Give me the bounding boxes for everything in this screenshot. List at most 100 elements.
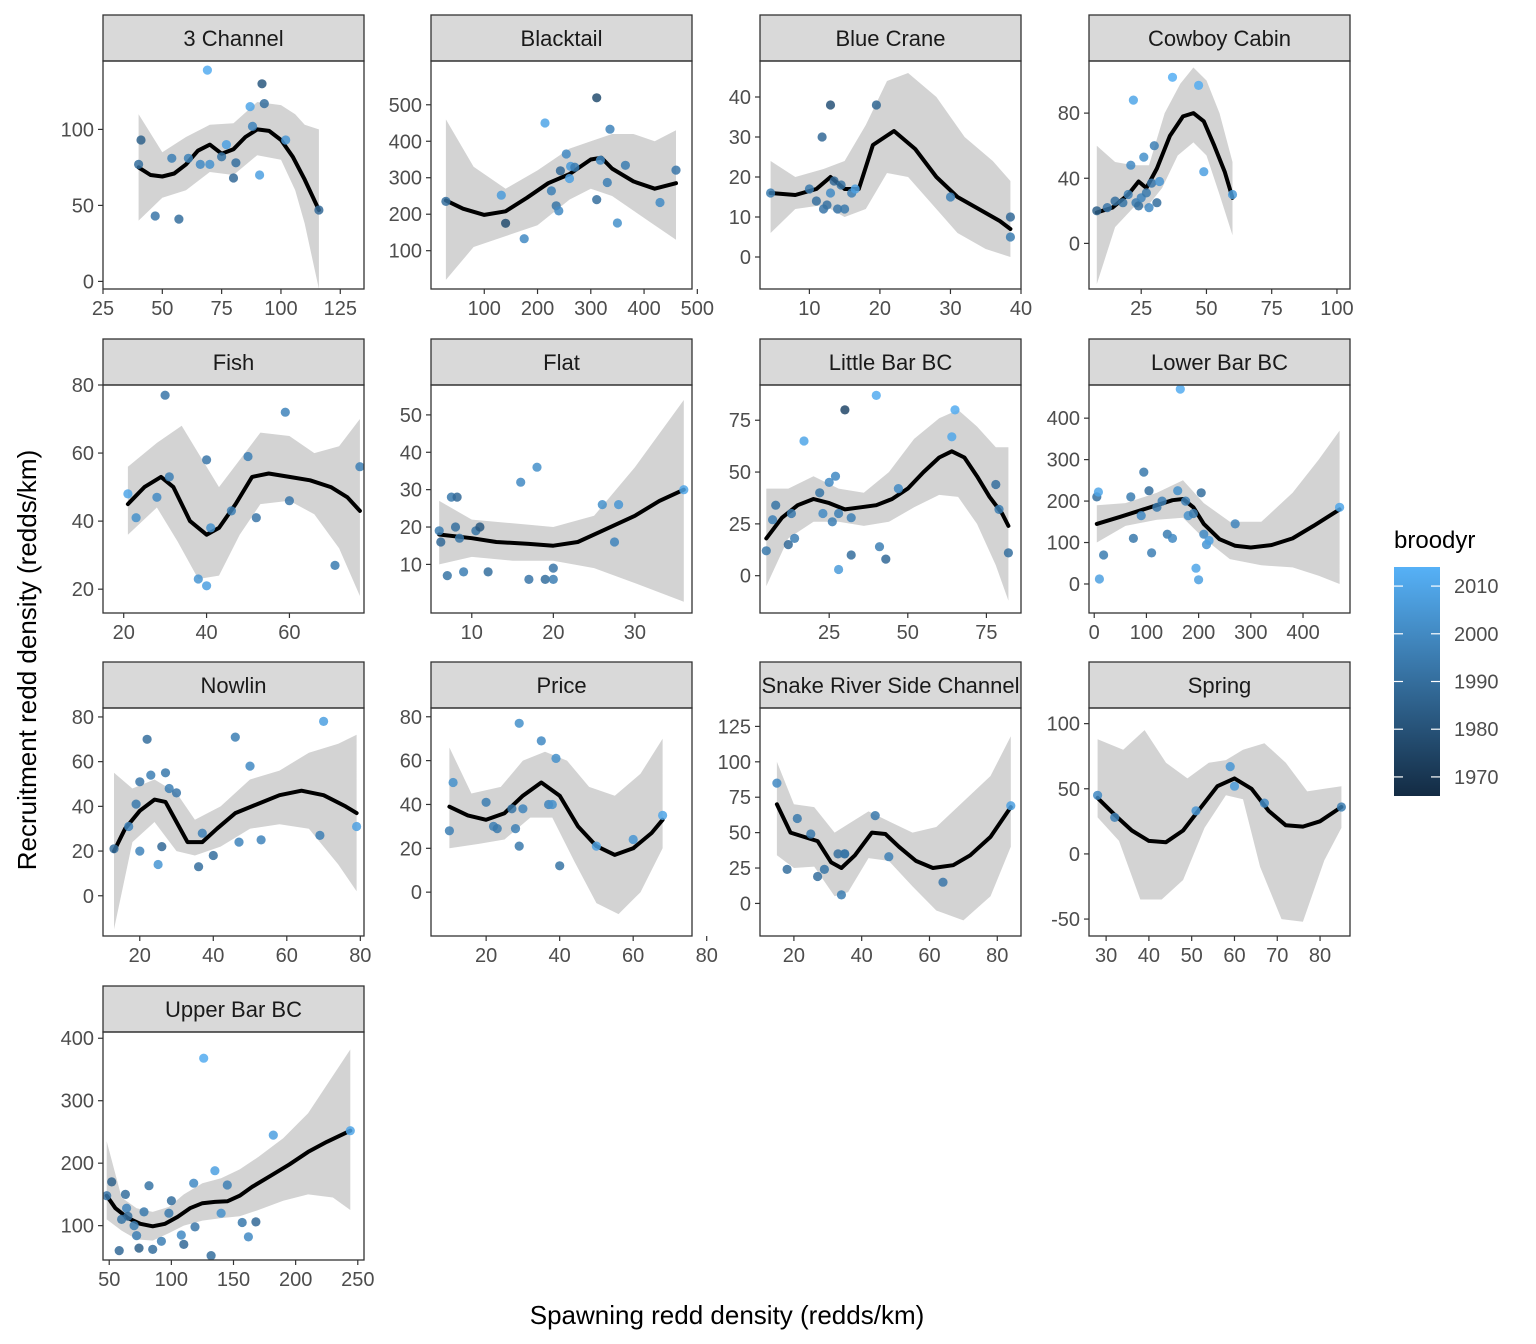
- data-point: [1167, 72, 1178, 82]
- confidence-ribbon: [439, 400, 684, 602]
- data-point: [492, 824, 502, 834]
- data-point: [840, 204, 850, 214]
- x-tick-label: 150: [217, 1269, 250, 1291]
- data-point: [945, 192, 956, 202]
- facet-strip: [102, 985, 365, 1033]
- confidence-ribbon: [766, 409, 1009, 601]
- x-tick-label: 125: [324, 298, 357, 320]
- data-point: [1204, 535, 1214, 546]
- data-point: [202, 581, 212, 591]
- data-point: [441, 196, 451, 206]
- data-point: [761, 546, 771, 556]
- data-point: [206, 1251, 216, 1260]
- x-tick-label: 60: [276, 945, 298, 967]
- data-point: [166, 1196, 176, 1206]
- data-point: [836, 890, 847, 900]
- data-point: [1144, 203, 1154, 213]
- data-point: [766, 188, 776, 198]
- plot-area: [761, 390, 1014, 601]
- data-point: [1123, 189, 1133, 200]
- data-point: [226, 506, 236, 516]
- data-point: [540, 118, 550, 128]
- smooth-line: [447, 780, 665, 857]
- y-tick-label: 100: [389, 241, 422, 263]
- data-point: [772, 778, 782, 788]
- data-point: [199, 1053, 209, 1063]
- data-point: [202, 455, 212, 465]
- confidence-ribbon: [445, 119, 676, 280]
- x-tick-label: 100: [264, 298, 297, 320]
- data-point: [893, 484, 904, 494]
- data-point: [208, 850, 218, 861]
- data-point: [352, 821, 362, 832]
- data-point: [1147, 548, 1157, 558]
- data-point: [840, 849, 850, 859]
- data-point: [183, 153, 193, 163]
- plot-area: [766, 73, 1016, 257]
- x-tick-label: 50: [897, 622, 919, 644]
- x-tick-label: 50: [1181, 945, 1203, 967]
- data-point: [950, 405, 960, 415]
- data-point: [1259, 798, 1269, 808]
- data-point: [167, 153, 177, 163]
- data-point: [768, 515, 778, 525]
- x-tick-label: 40: [1138, 945, 1160, 967]
- x-tick-label: 80: [696, 945, 718, 967]
- data-point: [222, 1180, 232, 1190]
- data-point: [516, 477, 526, 487]
- data-point: [157, 842, 167, 852]
- x-tick-label: 50: [1195, 298, 1217, 320]
- y-tick-label: 50: [72, 195, 94, 217]
- data-point: [228, 173, 239, 183]
- data-point: [871, 390, 881, 400]
- smooth-line: [768, 129, 1013, 231]
- data-point: [230, 732, 240, 742]
- x-tick-label: 40: [851, 945, 873, 967]
- y-tick-label: 40: [72, 796, 94, 818]
- y-tick-label: 200: [389, 204, 422, 226]
- y-tick-label: 50: [400, 405, 422, 427]
- data-point: [1128, 533, 1138, 544]
- data-point: [164, 472, 174, 482]
- facet-strip: [102, 661, 365, 709]
- data-point: [152, 492, 162, 502]
- data-point: [1005, 212, 1016, 222]
- data-point: [280, 407, 290, 417]
- y-tick-label: 100: [718, 752, 751, 774]
- x-tick-label: 40: [195, 622, 217, 644]
- data-point: [109, 844, 119, 854]
- smooth-line: [104, 1128, 353, 1229]
- data-point: [345, 1126, 355, 1136]
- facet-fish: Fish 20 40 60 80 20 40 60: [72, 338, 365, 644]
- data-point: [120, 1189, 130, 1199]
- x-tick-label: 500: [681, 298, 714, 320]
- data-point: [679, 485, 689, 495]
- data-point: [146, 770, 156, 780]
- facet-title: Flat: [543, 350, 580, 375]
- data-point: [1194, 575, 1204, 585]
- data-point: [256, 835, 266, 845]
- y-tick-label: 300: [389, 168, 422, 190]
- facet-3-channel: 3 Channel 0 50 100 25 50 75 100 125: [61, 14, 365, 320]
- x-tick-label: 25: [818, 622, 840, 644]
- data-point: [799, 436, 809, 446]
- facet-title: Blacktail: [521, 26, 603, 51]
- data-point: [136, 135, 146, 145]
- x-tick-label: 20: [129, 945, 151, 967]
- panel-border: [1088, 60, 1351, 290]
- y-tick-label: 0: [1069, 233, 1080, 255]
- facet-snake-river-side-channel: Snake River Side Channel 0 25 50 75 100 125 20 4…: [718, 661, 1022, 967]
- data-point: [450, 522, 461, 532]
- data-point: [822, 200, 832, 210]
- data-point: [237, 1217, 247, 1228]
- data-point: [1152, 198, 1162, 208]
- data-point: [829, 176, 839, 186]
- y-tick-label: 400: [389, 131, 422, 153]
- y-tick-label: 20: [400, 838, 422, 860]
- y-tick-label: 40: [400, 442, 422, 464]
- y-tick-label: -50: [1051, 909, 1080, 931]
- data-point: [1126, 492, 1136, 502]
- data-point: [1136, 510, 1146, 521]
- data-point: [846, 513, 856, 523]
- x-tick-label: 50: [98, 1269, 120, 1291]
